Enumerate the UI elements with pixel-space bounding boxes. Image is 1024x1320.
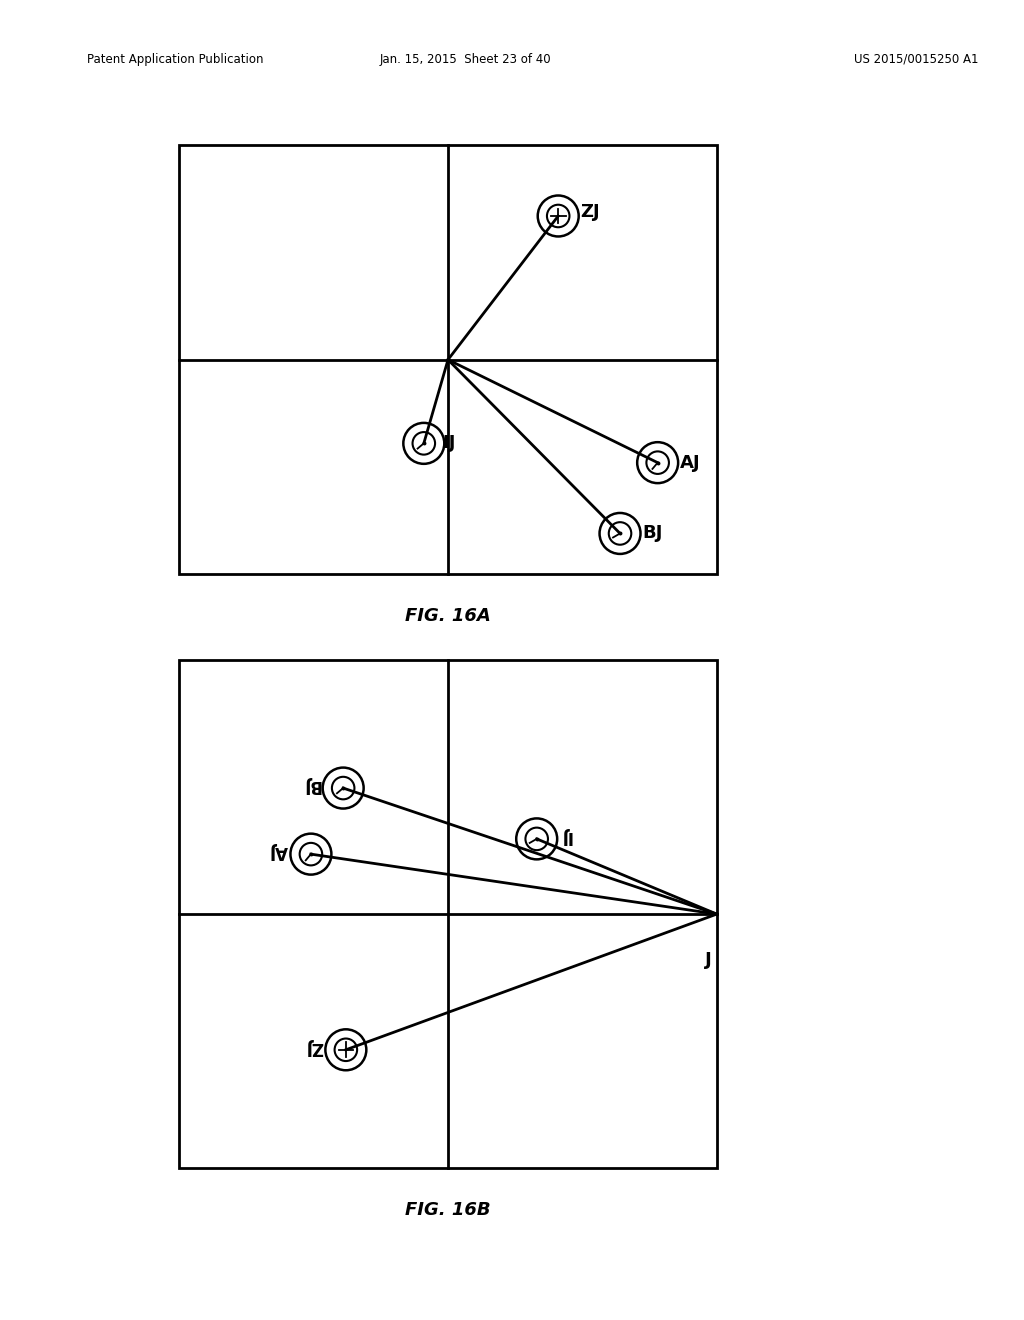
Text: ZJ: ZJ: [581, 203, 600, 220]
Text: FIG. 16A: FIG. 16A: [406, 607, 490, 626]
Text: FIG. 16B: FIG. 16B: [406, 1201, 490, 1220]
Text: AJ: AJ: [269, 842, 289, 861]
Text: Jan. 15, 2015  Sheet 23 of 40: Jan. 15, 2015 Sheet 23 of 40: [380, 53, 552, 66]
Text: BJ: BJ: [302, 776, 321, 795]
Text: Patent Application Publication: Patent Application Publication: [87, 53, 263, 66]
Text: J: J: [706, 950, 712, 969]
Bar: [179, 660, 717, 1168]
Text: ZJ: ZJ: [305, 1038, 324, 1056]
Text: US 2015/0015250 A1: US 2015/0015250 A1: [854, 53, 979, 66]
Bar: [179, 145, 717, 574]
Text: AJ: AJ: [680, 454, 700, 471]
Text: BJ: BJ: [643, 524, 663, 543]
Text: IJ: IJ: [442, 434, 456, 453]
Text: IJ: IJ: [559, 828, 571, 845]
